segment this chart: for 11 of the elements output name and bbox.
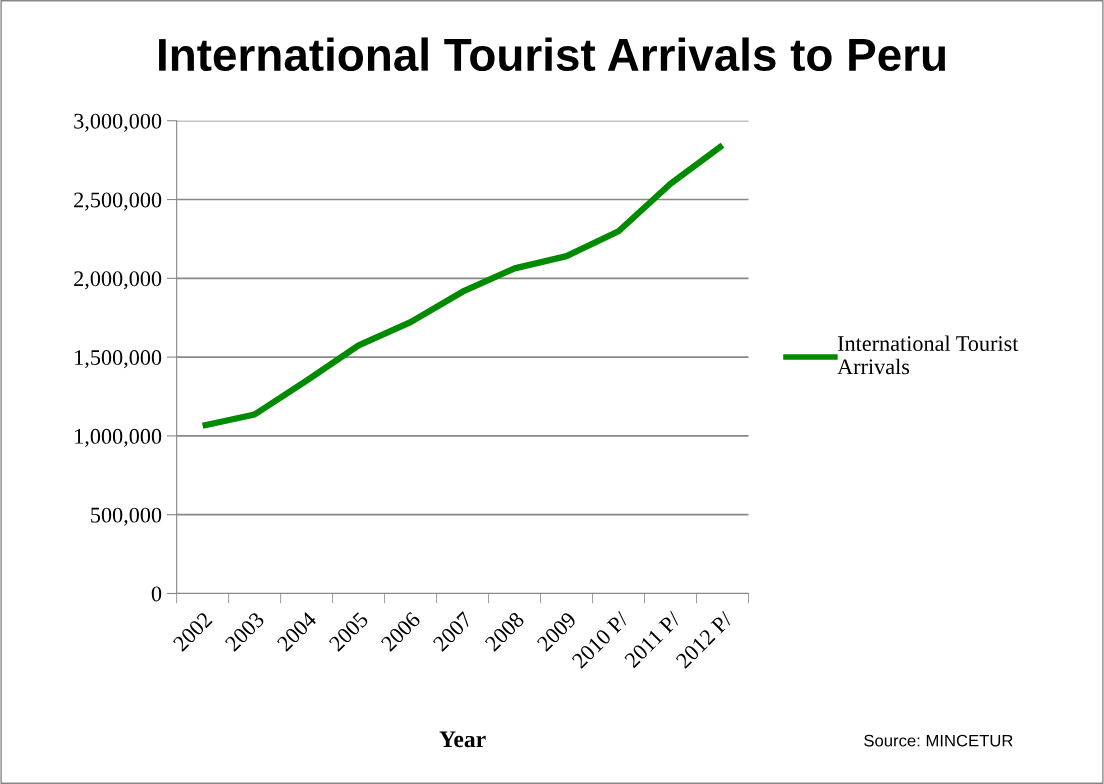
source-note: Source: MINCETUR <box>864 734 1013 747</box>
x-axis-title: Year <box>439 731 486 748</box>
chart-title: International Tourist Arrivals to Peru <box>159 37 946 72</box>
y-tick-label: 0 <box>151 586 162 602</box>
legend-label: International Tourist Arrivals <box>837 335 1019 375</box>
y-tick-label: 2,000,000 <box>74 271 162 290</box>
y-tick-label: 1,500,000 <box>75 350 162 369</box>
y-tick-label: 500,000 <box>91 507 162 526</box>
y-tick-label: 1,000,000 <box>75 428 162 448</box>
y-tick-label: 2,500,000 <box>74 192 162 211</box>
y-tick-label: 3,000,000 <box>74 113 162 132</box>
